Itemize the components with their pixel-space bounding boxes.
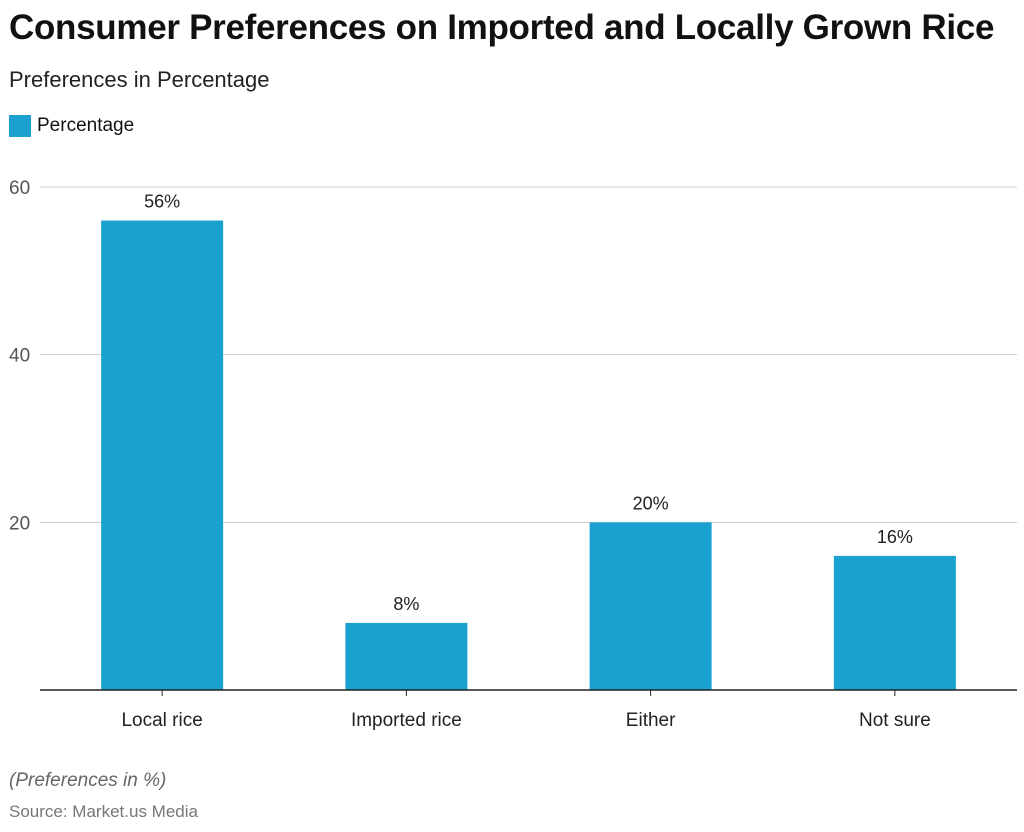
data-label: 20% [633,493,669,513]
y-tick-label: 60 [9,178,30,199]
x-tick-label: Local rice [121,710,202,731]
bar [833,555,956,690]
data-label: 56% [144,192,180,212]
x-tick-label: Either [626,710,676,731]
bar [101,220,224,691]
footnote: (Preferences in %) [9,770,167,791]
source-note: Source: Market.us Media [9,802,198,821]
data-label: 8% [393,594,419,614]
chart-title: Consumer Preferences on Imported and Loc… [9,8,995,47]
bar [589,522,712,690]
data-label: 16% [877,527,913,547]
legend-label: Percentage [37,115,135,136]
x-tick-label: Not sure [859,710,931,731]
chart-subtitle: Preferences in Percentage [9,67,270,92]
legend-swatch [9,115,31,137]
x-tick-label: Imported rice [351,710,462,731]
y-tick-label: 20 [9,513,30,534]
legend: Percentage [9,115,134,137]
bar [345,622,468,690]
y-tick-label: 40 [9,346,30,367]
